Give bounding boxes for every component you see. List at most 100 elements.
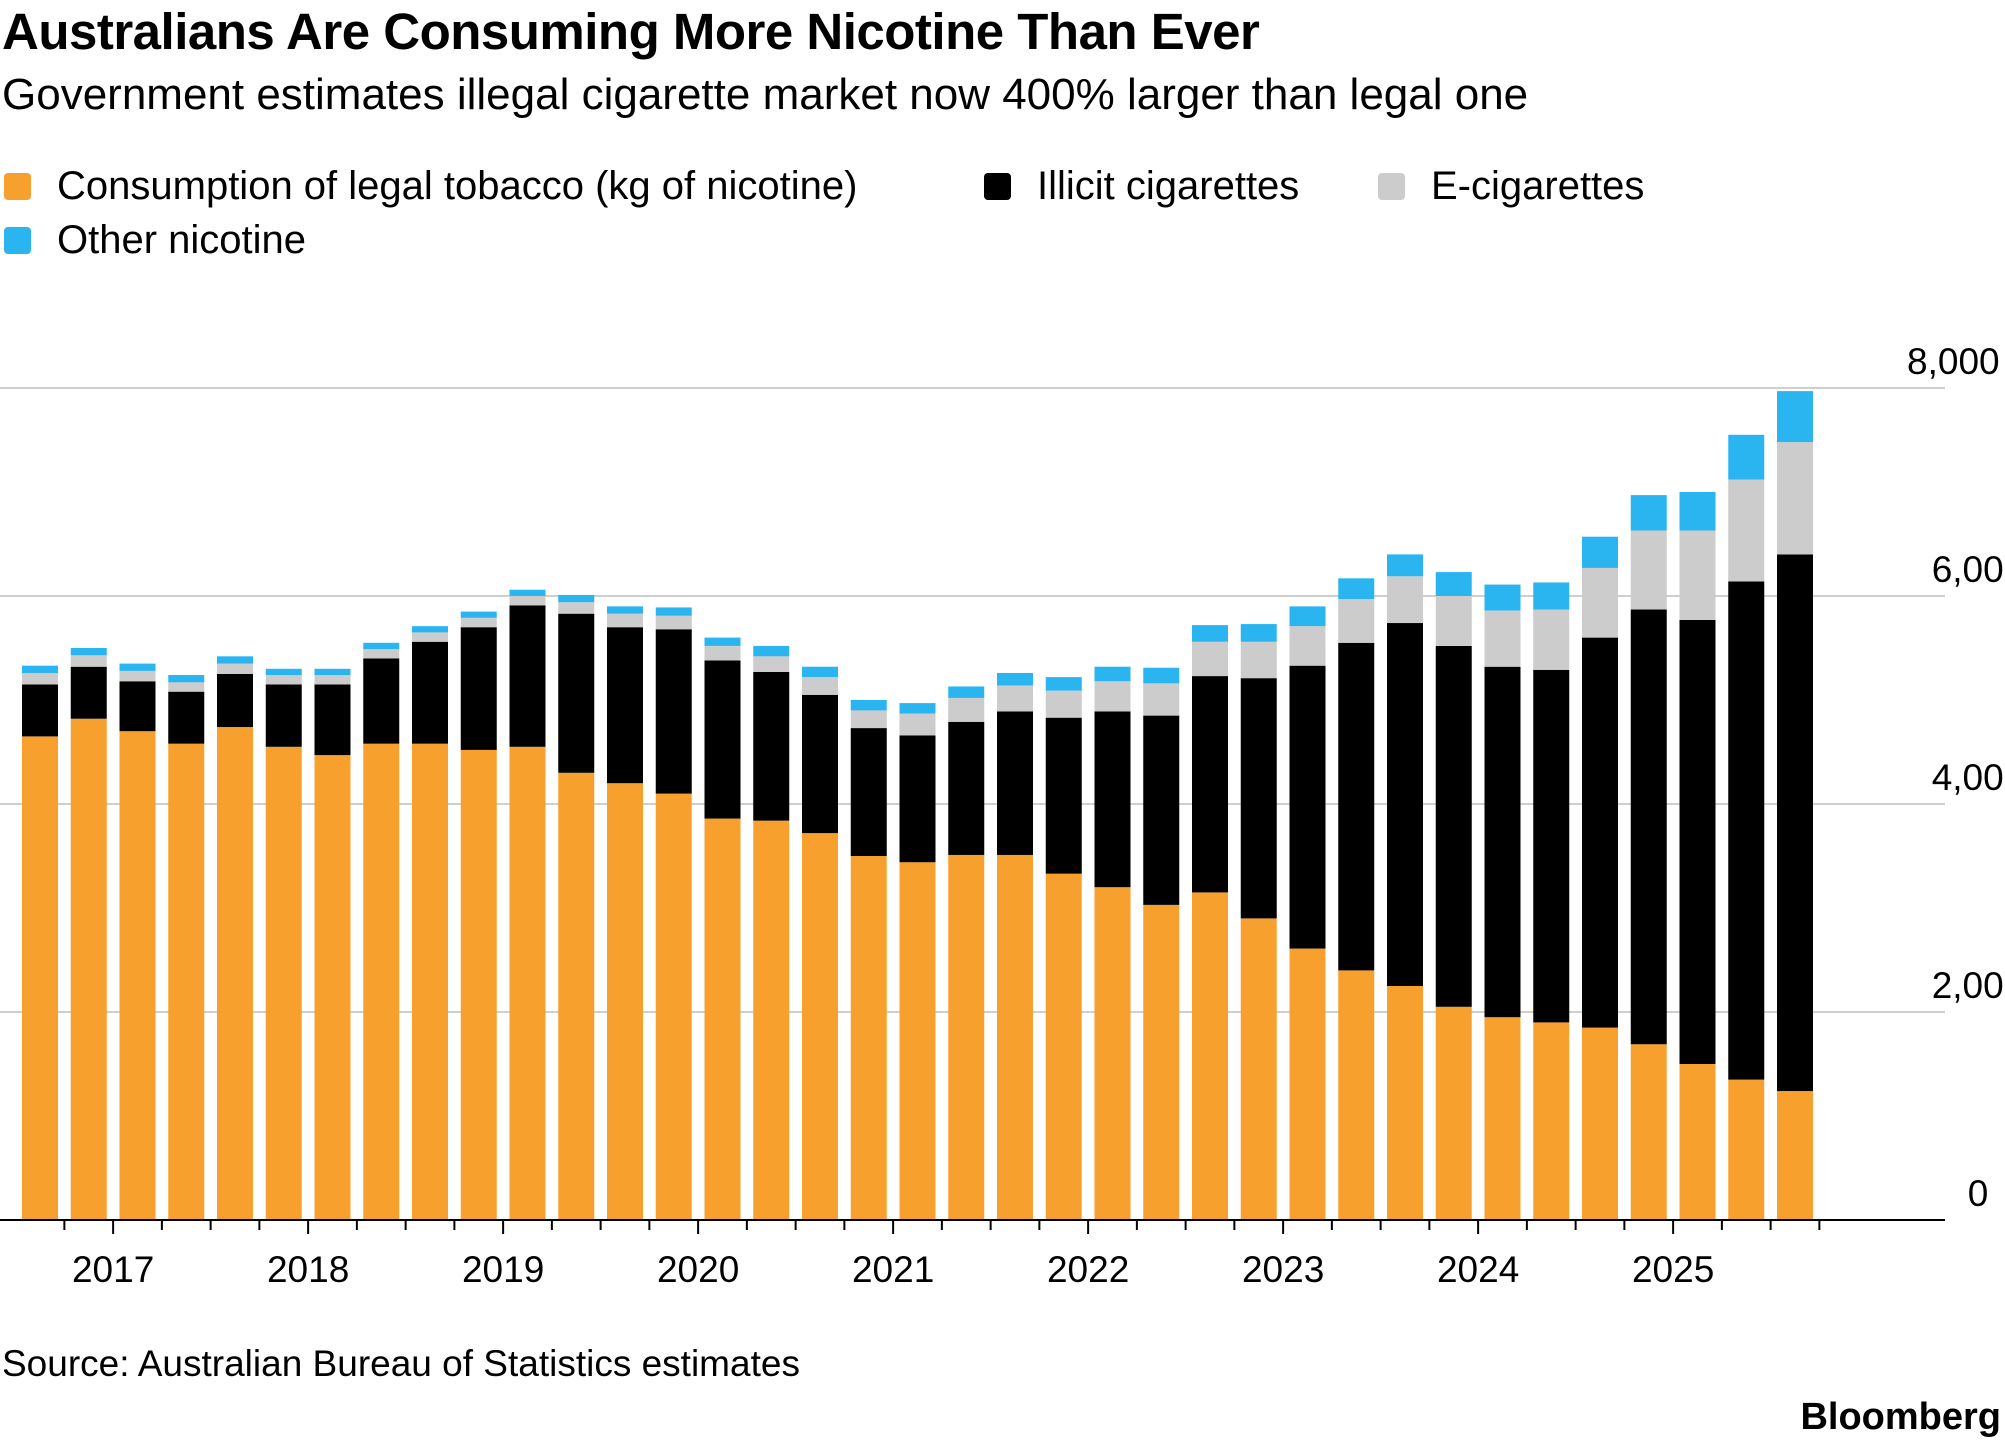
bar-segment-other-nicotine <box>1484 584 1521 611</box>
bar-segment-e-cigarettes <box>1045 690 1082 718</box>
bar-segment-illicit-cigarettes <box>1240 678 1277 919</box>
bar-segment-consumption-of-legal-tobacco-kg-of-nicotine <box>1240 918 1277 1220</box>
bar-segment-illicit-cigarettes <box>1630 609 1667 1045</box>
bar-segment-illicit-cigarettes <box>70 666 107 719</box>
bar-segment-consumption-of-legal-tobacco-kg-of-nicotine <box>70 718 107 1220</box>
bar-segment-illicit-cigarettes <box>655 629 692 794</box>
bar-segment-e-cigarettes <box>217 663 253 674</box>
bar-segment-e-cigarettes <box>655 615 692 630</box>
bar-segment-illicit-cigarettes <box>1289 665 1326 949</box>
bar-segment-illicit-cigarettes <box>802 694 838 834</box>
bar-segment-e-cigarettes <box>558 602 595 614</box>
bar-segment-illicit-cigarettes <box>1143 715 1180 905</box>
bar-segment-illicit-cigarettes <box>265 684 302 747</box>
legend-swatch-illicit-cigarettes <box>984 173 1011 200</box>
bar-segment-e-cigarettes <box>70 655 107 667</box>
bar-segment-illicit-cigarettes <box>558 613 595 773</box>
bar-segment-illicit-cigarettes <box>22 684 58 737</box>
bar-segment-other-nicotine <box>1289 606 1326 627</box>
bar-segment-e-cigarettes <box>1484 610 1521 667</box>
bar-segment-e-cigarettes <box>1289 626 1326 666</box>
bar-segment-illicit-cigarettes <box>217 674 253 728</box>
bar-segment-other-nicotine <box>265 668 302 676</box>
bar-segment-illicit-cigarettes <box>899 735 936 863</box>
bar-segment-consumption-of-legal-tobacco-kg-of-nicotine <box>1094 887 1131 1220</box>
bar-segment-other-nicotine <box>1192 625 1228 642</box>
bar-segment-consumption-of-legal-tobacco-kg-of-nicotine <box>558 772 595 1220</box>
x-tick-label: 2017 <box>72 1249 154 1290</box>
bar-segment-e-cigarettes <box>607 613 643 628</box>
x-tick-label: 2021 <box>852 1249 934 1290</box>
legend-item-illicit-cigarettes: Illicit cigarettes <box>984 164 1299 209</box>
bar-segment-other-nicotine <box>753 645 790 657</box>
bar-segment-illicit-cigarettes <box>1094 711 1131 888</box>
bar-segment-illicit-cigarettes <box>363 658 400 744</box>
bar-segment-consumption-of-legal-tobacco-kg-of-nicotine <box>1484 1017 1521 1220</box>
bar-segment-consumption-of-legal-tobacco-kg-of-nicotine <box>1338 970 1375 1220</box>
source-note: Source: Australian Bureau of Statistics … <box>2 1343 800 1384</box>
bar-segment-consumption-of-legal-tobacco-kg-of-nicotine <box>509 746 546 1220</box>
bar-segment-other-nicotine <box>704 637 741 646</box>
bar-segment-other-nicotine <box>119 663 156 671</box>
bar-segment-other-nicotine <box>1387 554 1423 577</box>
bar-segment-illicit-cigarettes <box>168 691 205 744</box>
bar-segment-e-cigarettes <box>1143 683 1180 716</box>
bar-segment-other-nicotine <box>1777 391 1813 443</box>
bar-segment-e-cigarettes <box>1630 530 1667 610</box>
bar-segment-e-cigarettes <box>1435 596 1472 646</box>
bar-segment-consumption-of-legal-tobacco-kg-of-nicotine <box>363 743 400 1220</box>
bar-segment-other-nicotine <box>802 666 838 678</box>
bar-segment-other-nicotine <box>1435 572 1472 596</box>
bar-segment-other-nicotine <box>412 626 448 633</box>
bar-segment-e-cigarettes <box>168 682 205 692</box>
bar-segment-consumption-of-legal-tobacco-kg-of-nicotine <box>753 820 790 1220</box>
bar-segment-illicit-cigarettes <box>997 711 1033 855</box>
bar-segment-consumption-of-legal-tobacco-kg-of-nicotine <box>1289 948 1326 1220</box>
bar-segment-illicit-cigarettes <box>1387 623 1423 986</box>
bar-segment-consumption-of-legal-tobacco-kg-of-nicotine <box>1679 1064 1716 1220</box>
bar-segment-consumption-of-legal-tobacco-kg-of-nicotine <box>168 743 205 1220</box>
bar-segment-consumption-of-legal-tobacco-kg-of-nicotine <box>1728 1079 1765 1220</box>
bar-segment-e-cigarettes <box>314 675 351 685</box>
bar-segment-e-cigarettes <box>22 672 58 685</box>
bar-segment-other-nicotine <box>168 675 205 683</box>
bar-segment-illicit-cigarettes <box>753 671 790 821</box>
bar-segment-consumption-of-legal-tobacco-kg-of-nicotine <box>802 833 838 1220</box>
bar-segment-e-cigarettes <box>1777 442 1813 555</box>
bar-segment-e-cigarettes <box>265 675 302 685</box>
bar-segment-other-nicotine <box>1338 578 1375 600</box>
bar-segment-consumption-of-legal-tobacco-kg-of-nicotine <box>655 793 692 1220</box>
bar-segment-illicit-cigarettes <box>460 627 497 750</box>
bar-segment-e-cigarettes <box>802 677 838 695</box>
bar-segment-illicit-cigarettes <box>1484 666 1521 1018</box>
bar-segment-illicit-cigarettes <box>948 721 985 855</box>
bar-segment-other-nicotine <box>22 665 58 673</box>
legend-item-other-nicotine: Other nicotine <box>4 218 306 263</box>
bar-segment-consumption-of-legal-tobacco-kg-of-nicotine <box>997 854 1033 1220</box>
bar-segment-consumption-of-legal-tobacco-kg-of-nicotine <box>1777 1091 1813 1220</box>
bar-segment-illicit-cigarettes <box>1728 581 1765 1080</box>
bar-segment-illicit-cigarettes <box>704 660 741 819</box>
bar-segment-other-nicotine <box>217 656 253 664</box>
bar-segment-e-cigarettes <box>997 685 1033 712</box>
bar-segment-illicit-cigarettes <box>1582 637 1618 1028</box>
bar-segment-illicit-cigarettes <box>850 728 887 856</box>
bar-segment-e-cigarettes <box>119 670 156 682</box>
bar-segment-consumption-of-legal-tobacco-kg-of-nicotine <box>1630 1044 1667 1220</box>
bar-segment-consumption-of-legal-tobacco-kg-of-nicotine <box>850 856 887 1220</box>
y-tick-label: 8,000 kg <box>1907 341 2005 382</box>
bar-segment-e-cigarettes <box>1338 599 1375 643</box>
legend-label-legal-tobacco: Consumption of legal tobacco (kg of nico… <box>57 164 858 208</box>
bar-segment-other-nicotine <box>1728 434 1765 480</box>
bar-segment-consumption-of-legal-tobacco-kg-of-nicotine <box>265 746 302 1220</box>
bar-segment-illicit-cigarettes <box>509 605 546 747</box>
bar-segment-e-cigarettes <box>1192 641 1228 677</box>
bar-segment-consumption-of-legal-tobacco-kg-of-nicotine <box>119 731 156 1220</box>
bar-segment-other-nicotine <box>509 589 546 596</box>
bar-segment-e-cigarettes <box>412 632 448 642</box>
bar-segment-consumption-of-legal-tobacco-kg-of-nicotine <box>1582 1027 1618 1220</box>
y-tick-label: 6,000 <box>1932 549 2005 590</box>
bar-segment-e-cigarettes <box>850 710 887 729</box>
x-tick-label: 2025 <box>1632 1249 1714 1290</box>
